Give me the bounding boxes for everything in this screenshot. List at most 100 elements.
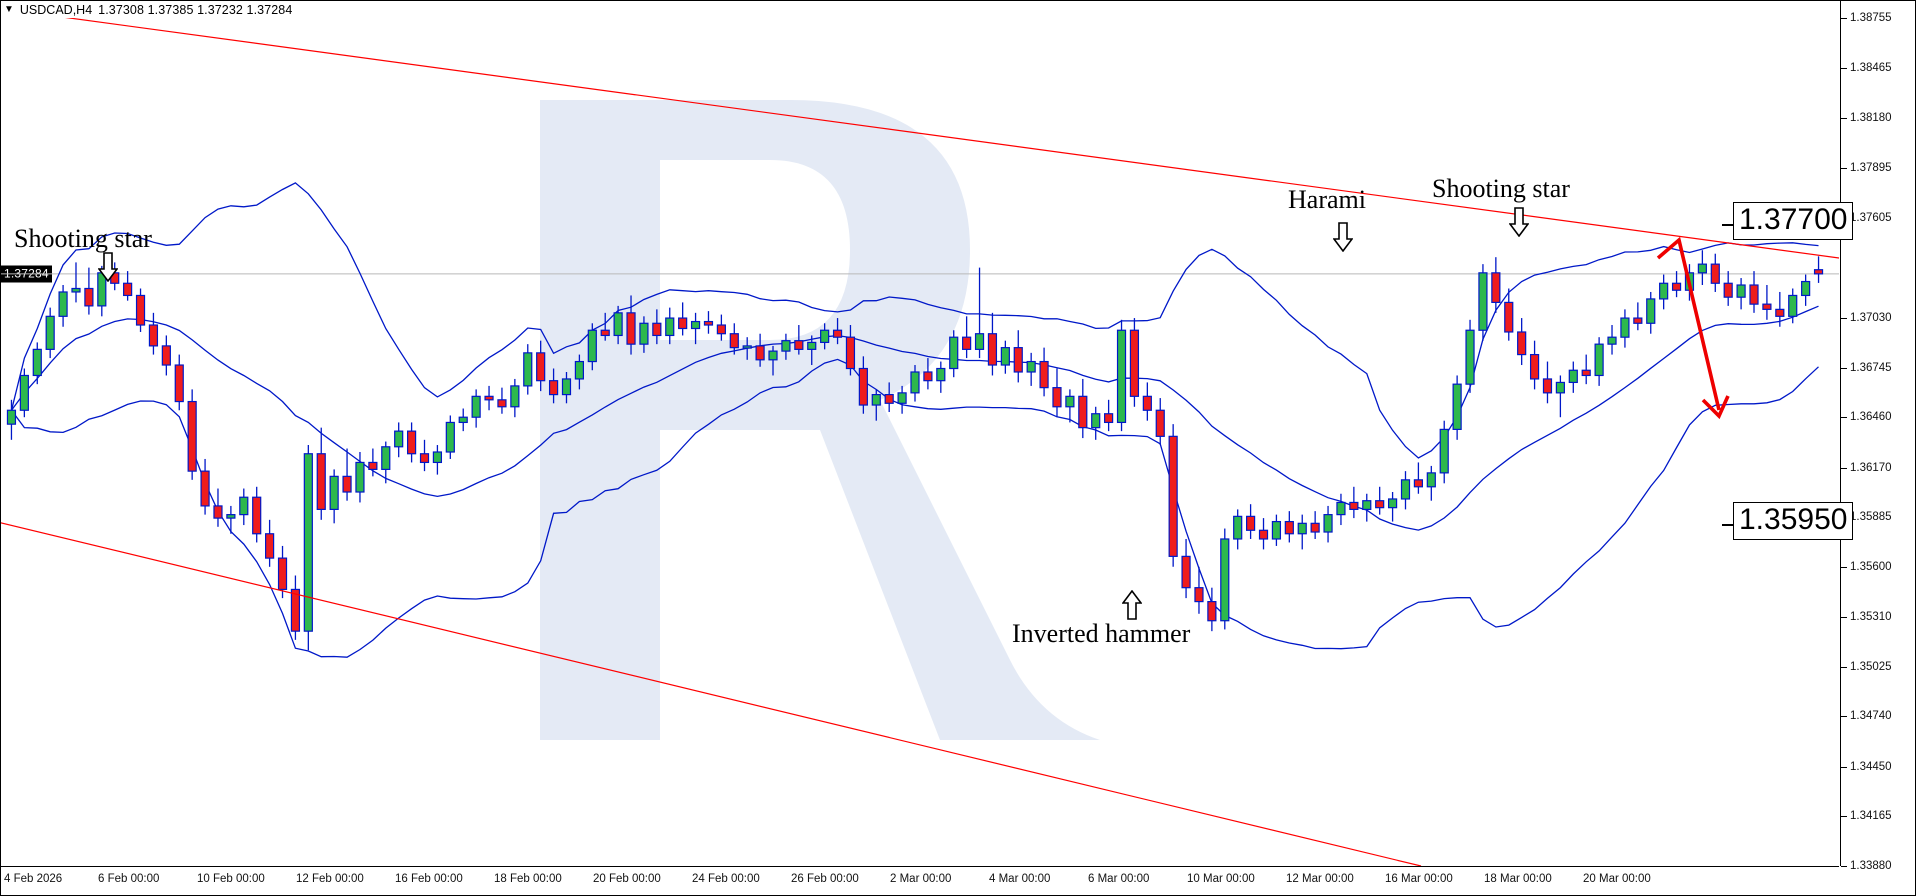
price-tick [1841,68,1847,70]
candle-bullish [1659,282,1669,300]
candle-bullish [1439,428,1449,474]
harami-label: Harami [1288,185,1366,214]
candle-bullish [445,421,455,453]
price-tick [1841,766,1847,768]
shooting-star-left-label: Shooting star [14,224,152,253]
candle-bullish [45,315,55,350]
candle-bearish [832,329,843,338]
time-tick-label: 6 Mar 00:00 [1088,873,1150,885]
price-tick-label: 1.36745 [1850,361,1892,374]
candle-bearish [277,557,288,591]
candle-bearish [1504,301,1514,333]
candle-bullish [458,416,468,424]
candle-bullish [58,291,68,317]
candle-bearish [1671,282,1682,291]
candle-bearish [678,317,688,330]
candle-bullish [1478,272,1488,331]
candle-bullish [1400,479,1411,500]
candle-bearish [1142,395,1152,411]
price-tick [1841,666,1847,668]
price-tick [1841,167,1847,169]
candle-bullish [432,451,443,464]
price-tick [1841,816,1847,818]
candle-bullish [329,475,339,511]
candle-bearish [1181,555,1191,589]
time-tick-label: 16 Mar 00:00 [1385,873,1453,885]
candle-bearish [1491,272,1501,304]
candle-bullish [1297,522,1307,535]
candle-bullish [1452,383,1462,430]
price-tick-label: 1.37895 [1850,161,1892,174]
price-tick-label: 1.35025 [1850,660,1892,673]
bollinger-middle-band [10,305,1819,531]
price-tick-label: 1.36170 [1850,461,1892,474]
candle-bearish [290,588,301,632]
candle-bullish [1362,500,1372,511]
candle-bearish [342,475,352,493]
candle-bearish [1710,263,1720,284]
candle-bearish [884,393,894,404]
candle-bearish [1749,284,1759,305]
candle-bullish [471,395,481,418]
candle-bullish [742,345,752,349]
candle-bearish [1246,515,1256,531]
time-axis[interactable]: 4 Feb 2026 6 Feb 00:00 10 Feb 00:00 12 Feb … [0,867,1839,896]
candle-bearish [1284,520,1294,535]
time-tick-label: 6 Feb 00:00 [98,873,160,885]
candle-bullish [381,446,391,470]
candle-bullish [807,341,817,350]
candle-bearish [652,322,662,337]
candle-bullish [19,374,29,411]
bollinger-upper-band [10,182,1819,459]
price-axis[interactable]: 1.38755 1.38465 1.38180 1.37895 1.37605 1.370… [1841,0,1916,872]
candle-bearish [419,453,430,464]
price-tick-label: 1.36460 [1850,411,1892,424]
caret-down-icon[interactable]: ▼ [4,4,14,15]
resistance-level[interactable]: 1.37700 [1733,202,1854,240]
candle-bullish [574,360,584,380]
candle-bullish [613,312,623,337]
price-tick [1841,866,1847,867]
price-tick-label: 1.38180 [1850,112,1892,125]
price-tick [1841,18,1847,19]
broker-watermark [540,100,1100,740]
candle-bullish [690,320,701,330]
candle-bearish [1194,587,1204,603]
down-arrow-icon [1333,222,1353,252]
candle-bearish [148,324,159,347]
candle-bearish [755,345,765,361]
candle-bullish [1387,498,1398,509]
time-tick-label: 2 Mar 00:00 [890,873,952,885]
candle-bullish [1000,347,1010,366]
target-level-stub [1722,524,1734,526]
candle-bullish [1323,514,1333,533]
shooting-star-right-label: Shooting star [1432,174,1570,203]
candle-bullish [561,378,572,396]
target-level[interactable]: 1.35950 [1733,502,1854,540]
candle-bullish [1091,413,1101,429]
price-tick-label: 1.38465 [1850,62,1892,75]
candle-bullish [1620,317,1630,338]
price-tick-label: 1.35885 [1850,511,1892,524]
candle-bullish [1568,369,1578,384]
candle-bullish [820,329,830,344]
price-tick [1841,118,1847,120]
candle-bullish [1220,538,1230,622]
candle-bearish [845,336,856,370]
price-tick [1841,417,1847,419]
price-tick [1841,617,1847,619]
candle-bearish [1413,479,1424,488]
bollinger-lower-band [10,358,1819,658]
price-tick-label: 1.35310 [1850,611,1892,624]
candle-bullish [1271,520,1282,540]
candle-bearish [716,324,726,335]
candle-bullish [768,350,778,361]
price-tick-label: 1.35600 [1850,560,1892,573]
chart-header: ▼ USDCAD,H4 1.37308 1.37385 1.37232 1.37… [4,2,292,18]
price-tick-label: 1.38755 [1850,12,1892,24]
candle-bullish [910,371,920,394]
candle-bearish [1168,435,1178,557]
candle-bearish [1762,303,1772,310]
candle-bullish [974,333,985,350]
candle-bullish [510,385,520,408]
